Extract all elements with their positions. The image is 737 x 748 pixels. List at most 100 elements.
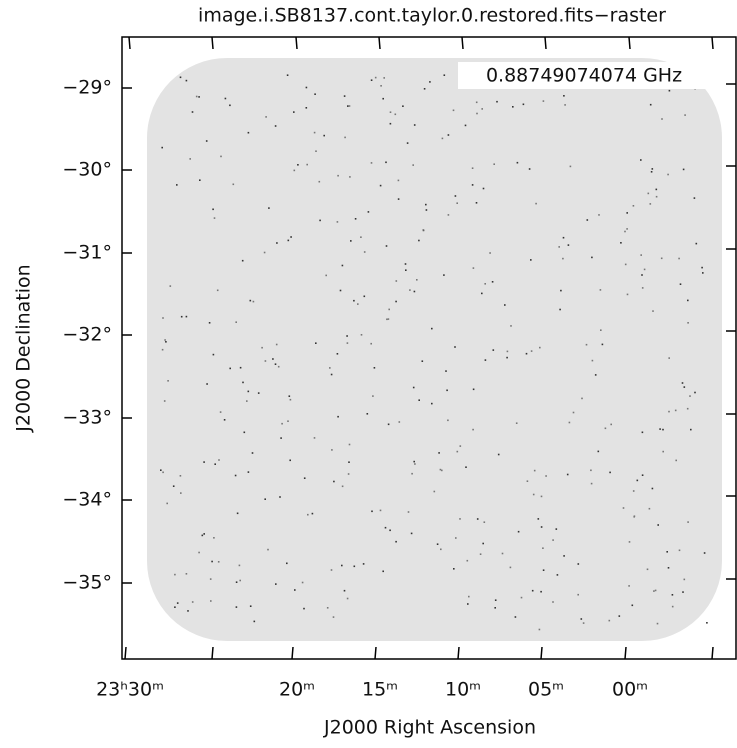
source bbox=[590, 482, 593, 485]
source bbox=[189, 158, 191, 160]
source bbox=[608, 619, 611, 622]
source bbox=[409, 289, 411, 291]
source bbox=[267, 548, 269, 551]
source bbox=[346, 342, 349, 344]
source bbox=[272, 358, 274, 360]
source bbox=[416, 279, 418, 281]
source bbox=[234, 474, 237, 477]
source bbox=[666, 551, 668, 553]
source bbox=[476, 112, 478, 115]
source bbox=[556, 574, 559, 576]
source bbox=[290, 236, 292, 238]
source bbox=[622, 507, 625, 509]
source bbox=[205, 140, 208, 142]
source bbox=[431, 327, 433, 330]
source bbox=[176, 602, 179, 604]
source bbox=[293, 169, 296, 172]
x-tick bbox=[457, 646, 460, 660]
source bbox=[656, 622, 659, 625]
source bbox=[257, 392, 260, 394]
source bbox=[261, 346, 263, 349]
source bbox=[279, 496, 281, 498]
source bbox=[447, 214, 450, 216]
source bbox=[631, 604, 634, 607]
source bbox=[496, 100, 498, 103]
source bbox=[567, 244, 570, 246]
source bbox=[303, 477, 306, 479]
source bbox=[662, 450, 664, 453]
source bbox=[236, 512, 239, 515]
source bbox=[307, 513, 309, 516]
source bbox=[569, 165, 572, 168]
source bbox=[398, 421, 401, 423]
source bbox=[464, 124, 467, 127]
source bbox=[397, 198, 400, 200]
source bbox=[693, 197, 696, 199]
source bbox=[353, 299, 355, 302]
source bbox=[429, 81, 431, 83]
source bbox=[337, 174, 339, 177]
x-tick-label: 20ᵐ bbox=[279, 679, 315, 701]
source bbox=[214, 463, 216, 465]
source bbox=[590, 469, 592, 472]
source bbox=[674, 409, 677, 412]
x-tick bbox=[128, 36, 131, 50]
source bbox=[456, 202, 458, 204]
source bbox=[459, 445, 462, 447]
source bbox=[641, 274, 643, 276]
source bbox=[438, 452, 440, 454]
source bbox=[586, 219, 589, 221]
x-tick bbox=[211, 646, 214, 660]
source bbox=[241, 259, 244, 262]
source bbox=[301, 581, 304, 584]
sky-image bbox=[147, 58, 722, 641]
source bbox=[341, 485, 344, 488]
source bbox=[455, 537, 457, 539]
source bbox=[264, 498, 266, 500]
source bbox=[217, 561, 220, 563]
x-tick-label: 10ᵐ bbox=[445, 679, 481, 701]
y-tick-label: −33° bbox=[62, 407, 112, 429]
source bbox=[314, 93, 316, 95]
source bbox=[380, 85, 382, 87]
source bbox=[349, 176, 351, 178]
source bbox=[405, 269, 407, 271]
source bbox=[303, 607, 305, 610]
source bbox=[671, 594, 674, 596]
x-tick bbox=[124, 646, 127, 660]
source bbox=[374, 76, 377, 79]
source bbox=[191, 111, 194, 113]
source bbox=[577, 593, 579, 596]
source bbox=[379, 184, 382, 187]
source bbox=[620, 242, 622, 244]
x-tick-label: 00ᵐ bbox=[612, 679, 648, 701]
source bbox=[287, 239, 290, 242]
source bbox=[332, 616, 335, 618]
source bbox=[668, 357, 670, 359]
source bbox=[274, 363, 277, 365]
source bbox=[370, 79, 373, 81]
source bbox=[425, 209, 428, 211]
source bbox=[466, 559, 469, 562]
source bbox=[447, 419, 449, 422]
source bbox=[600, 329, 602, 331]
source bbox=[191, 601, 194, 603]
source bbox=[370, 162, 373, 164]
source bbox=[305, 86, 308, 89]
source bbox=[506, 356, 508, 359]
source bbox=[530, 350, 533, 352]
source bbox=[247, 390, 250, 393]
title: image.i.SB8137.cont.taylor.0.restored.fi… bbox=[198, 5, 666, 27]
source bbox=[174, 573, 176, 576]
source bbox=[404, 263, 407, 265]
source bbox=[626, 228, 628, 230]
source bbox=[330, 569, 333, 571]
source bbox=[501, 552, 504, 555]
source bbox=[520, 596, 523, 599]
source bbox=[538, 628, 541, 631]
source bbox=[281, 422, 283, 425]
source bbox=[348, 461, 350, 463]
source bbox=[651, 487, 654, 490]
source bbox=[289, 398, 292, 401]
source bbox=[350, 240, 352, 242]
